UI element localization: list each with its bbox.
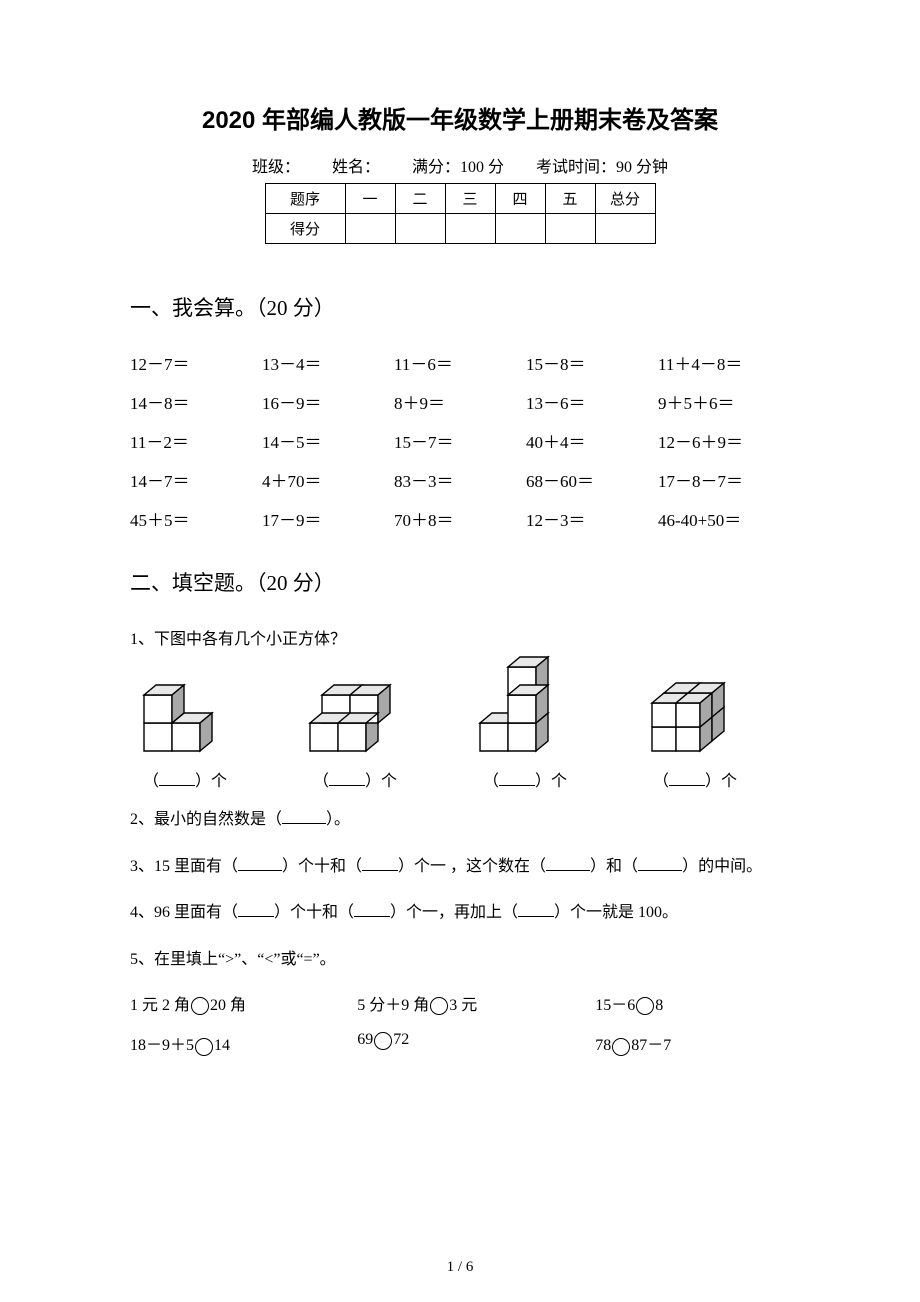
score-cell bbox=[545, 214, 595, 244]
calc-item: 16－9＝ bbox=[262, 389, 394, 414]
question-5: 5、在里填上“>”、“<”或“=”。 bbox=[130, 945, 790, 975]
compare-circle-icon bbox=[430, 997, 448, 1015]
cube-figure-2 bbox=[302, 671, 412, 761]
calc-item: 14－7＝ bbox=[130, 467, 262, 492]
compare-circle-icon bbox=[195, 1038, 213, 1056]
header-cell: 总分 bbox=[595, 184, 655, 214]
score-table: 题序 一 二 三 四 五 总分 得分 bbox=[265, 183, 656, 244]
fullmark-label: 满分：100 分 bbox=[412, 159, 504, 176]
calc-item: 83－3＝ bbox=[394, 467, 526, 492]
header-cell: 题序 bbox=[265, 184, 345, 214]
table-row: 得分 bbox=[265, 214, 655, 244]
compare-item: 7887－7 bbox=[595, 1031, 790, 1055]
score-cell bbox=[595, 214, 655, 244]
cube-labels: （）个 （）个 （）个 （）个 bbox=[130, 767, 790, 791]
calc-item: 11＋4－8＝ bbox=[658, 350, 790, 375]
calc-item: 70＋8＝ bbox=[394, 506, 526, 531]
question-3: 3、15 里面有（）个十和（）个一 ，这个数在（）和（）的中间。 bbox=[130, 852, 790, 882]
exam-info-line: 班级： 姓名： 满分：100 分 考试时间：90 分钟 bbox=[130, 153, 790, 177]
question-1: 1、下图中各有几个小正方体？ bbox=[130, 625, 790, 655]
class-label: 班级： bbox=[252, 159, 300, 176]
calc-item: 45＋5＝ bbox=[130, 506, 262, 531]
name-label: 姓名： bbox=[332, 159, 380, 176]
calc-item: 8＋9＝ bbox=[394, 389, 526, 414]
compare-item: 5 分＋9 角3 元 bbox=[357, 991, 595, 1015]
score-cell bbox=[395, 214, 445, 244]
calc-item: 15－7＝ bbox=[394, 428, 526, 453]
cube-figure-4 bbox=[642, 671, 752, 761]
cube-figure-3 bbox=[472, 651, 582, 761]
header-cell: 三 bbox=[445, 184, 495, 214]
calc-item: 68－60＝ bbox=[526, 467, 658, 492]
calc-item: 15－8＝ bbox=[526, 350, 658, 375]
calc-item: 11－2＝ bbox=[130, 428, 262, 453]
cube-figure-1 bbox=[132, 671, 242, 761]
calc-item: 46-40+50＝ bbox=[658, 506, 790, 531]
calc-item: 9＋5＋6＝ bbox=[658, 389, 790, 414]
compare-item: 6972 bbox=[357, 1031, 595, 1055]
calc-item: 40＋4＝ bbox=[526, 428, 658, 453]
cube-blank-1: （）个 bbox=[130, 767, 240, 791]
cube-blank-4: （）个 bbox=[640, 767, 750, 791]
table-row: 题序 一 二 三 四 五 总分 bbox=[265, 184, 655, 214]
compare-circle-icon bbox=[612, 1038, 630, 1056]
page-title: 2020 年部编人教版一年级数学上册期末卷及答案 bbox=[130, 100, 790, 135]
calc-item: 13－6＝ bbox=[526, 389, 658, 414]
page-footer: 1 / 6 bbox=[0, 1259, 920, 1276]
calc-item: 4＋70＝ bbox=[262, 467, 394, 492]
score-cell bbox=[345, 214, 395, 244]
compare-circle-icon bbox=[636, 997, 654, 1015]
score-label-cell: 得分 bbox=[265, 214, 345, 244]
calc-item: 12－7＝ bbox=[130, 350, 262, 375]
section2-heading: 二、填空题。（20 分） bbox=[130, 567, 790, 597]
calc-item: 12－6＋9＝ bbox=[658, 428, 790, 453]
compare-circle-icon bbox=[374, 1032, 392, 1050]
calc-item: 17－8－7＝ bbox=[658, 467, 790, 492]
calc-item: 14－8＝ bbox=[130, 389, 262, 414]
compare-item: 18－9＋514 bbox=[130, 1031, 357, 1055]
time-label: 考试时间：90 分钟 bbox=[536, 159, 668, 176]
score-cell bbox=[445, 214, 495, 244]
comparison-grid: 1 元 2 角20 角 5 分＋9 角3 元 15－68 18－9＋514 69… bbox=[130, 991, 790, 1056]
question-2: 2、最小的自然数是（）。 bbox=[130, 805, 790, 835]
compare-circle-icon bbox=[191, 997, 209, 1015]
calc-item: 12－3＝ bbox=[526, 506, 658, 531]
calc-item: 17－9＝ bbox=[262, 506, 394, 531]
calc-item: 13－4＝ bbox=[262, 350, 394, 375]
cubes-row bbox=[130, 671, 790, 761]
score-cell bbox=[495, 214, 545, 244]
compare-item: 15－68 bbox=[595, 991, 790, 1015]
compare-item: 1 元 2 角20 角 bbox=[130, 991, 357, 1015]
calculation-grid: 12－7＝ 13－4＝ 11－6＝ 15－8＝ 11＋4－8＝ 14－8＝ 16… bbox=[130, 350, 790, 531]
section1-heading: 一、我会算。（20 分） bbox=[130, 292, 790, 322]
header-cell: 二 bbox=[395, 184, 445, 214]
header-cell: 一 bbox=[345, 184, 395, 214]
calc-item: 14－5＝ bbox=[262, 428, 394, 453]
cube-blank-3: （）个 bbox=[470, 767, 580, 791]
question-4: 4、96 里面有（）个十和（）个一，再加上（）个一就是 100。 bbox=[130, 898, 790, 928]
calc-item: 11－6＝ bbox=[394, 350, 526, 375]
header-cell: 四 bbox=[495, 184, 545, 214]
cube-blank-2: （）个 bbox=[300, 767, 410, 791]
header-cell: 五 bbox=[545, 184, 595, 214]
